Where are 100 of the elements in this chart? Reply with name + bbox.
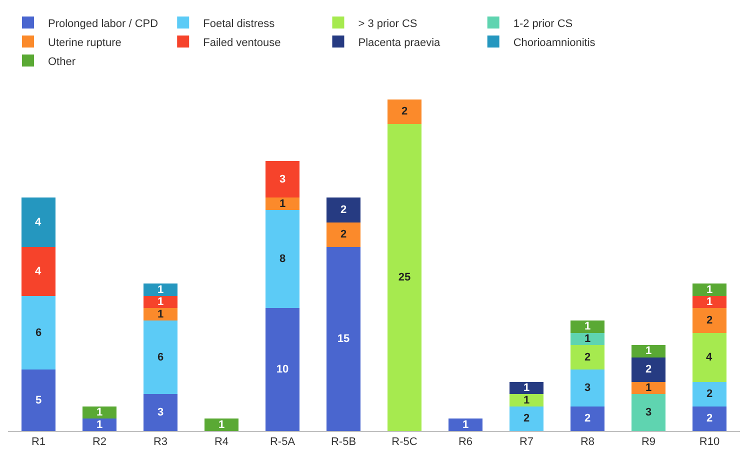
legend-label: Prolonged labor / CPD: [48, 18, 158, 30]
bar: [22, 370, 56, 431]
bar: [82, 418, 116, 431]
bar: [632, 382, 666, 394]
x-tick-label: R9: [641, 436, 656, 448]
bar: [510, 406, 544, 431]
bar: [570, 332, 604, 346]
data-label: 15: [337, 332, 350, 345]
data-label: 2: [706, 412, 713, 425]
bar: [632, 394, 666, 431]
data-label: 1: [645, 382, 652, 394]
data-label: 5: [35, 394, 42, 406]
data-label: 3: [279, 173, 286, 186]
data-label: 1: [218, 418, 225, 431]
data-label: 1: [523, 382, 530, 394]
data-label: 1: [584, 320, 591, 333]
bar: [144, 296, 178, 308]
data-label: 3: [157, 406, 164, 419]
bar: [510, 394, 544, 406]
legend-label: Other: [48, 56, 76, 68]
bar: [692, 332, 726, 382]
bar: [144, 308, 178, 320]
data-label: 1: [523, 394, 530, 406]
data-label: 1: [157, 308, 164, 320]
bar: [570, 370, 604, 406]
x-tick-label: R4: [214, 436, 229, 448]
bar: [204, 418, 238, 431]
data-label: 25: [398, 272, 411, 284]
data-label: 1: [706, 296, 713, 308]
data-label: 1: [279, 198, 286, 210]
legend-label: Foetal distress: [203, 18, 276, 30]
x-tick-label: R-5C: [392, 436, 418, 448]
bar: [144, 284, 178, 296]
legend-label: Uterine rupture: [48, 36, 122, 49]
legend-label: Chorioamnionitis: [513, 36, 596, 49]
data-label: 6: [157, 351, 164, 364]
bar: [22, 246, 56, 296]
data-label: 4: [706, 351, 714, 364]
bar: [266, 308, 300, 431]
data-label: 2: [340, 204, 347, 216]
data-label: 4: [35, 216, 42, 228]
data-label: 2: [706, 314, 713, 326]
data-label: 2: [523, 412, 530, 425]
data-label: 2: [706, 388, 713, 400]
x-tick-label: R8: [580, 436, 595, 448]
bar: [22, 198, 56, 247]
bar: [570, 345, 604, 370]
data-label: 1: [584, 332, 591, 345]
data-label: 3: [645, 406, 652, 419]
data-label: 2: [645, 364, 652, 376]
legend-label: Placenta praevia: [358, 36, 442, 49]
bar: [692, 284, 726, 296]
bar: [632, 357, 666, 382]
data-label: 2: [401, 106, 408, 118]
data-label: 3: [584, 382, 591, 394]
data-label: 8: [279, 253, 286, 266]
legend-label: Failed ventouse: [203, 36, 281, 49]
bar: [144, 320, 178, 394]
bar: [326, 198, 360, 222]
x-tick-label: R7: [519, 436, 534, 448]
bar: [510, 382, 544, 394]
x-tick-label: R6: [458, 436, 473, 448]
data-label: 1: [706, 284, 713, 296]
bar: [82, 406, 116, 419]
x-tick-label: R-5A: [270, 436, 296, 448]
bar: [632, 345, 666, 358]
bar: [692, 308, 726, 333]
data-label: 1: [96, 406, 103, 419]
data-label: 6: [35, 326, 42, 339]
bar: [388, 124, 422, 431]
bar: [388, 99, 422, 124]
x-tick-label: R3: [153, 436, 168, 448]
bar: [326, 246, 360, 431]
data-label: 1: [96, 418, 103, 431]
bar: [692, 296, 726, 308]
bar: [266, 198, 300, 210]
bar: [144, 394, 178, 431]
x-tick-label: R10: [699, 436, 720, 448]
bar: [692, 406, 726, 431]
data-label: 1: [645, 345, 652, 358]
x-tick-label: R2: [92, 436, 107, 448]
bar: [692, 382, 726, 406]
data-label: 2: [340, 228, 347, 241]
data-label: 2: [584, 351, 591, 364]
legend-label: > 3 prior CS: [358, 18, 418, 30]
data-label: 1: [157, 284, 164, 296]
bar: [266, 210, 300, 308]
x-tick-label: R1: [31, 436, 46, 448]
data-label: 10: [276, 364, 289, 376]
bar: [326, 222, 360, 247]
data-label: 1: [157, 296, 164, 308]
legend-label: 1-2 prior CS: [513, 18, 573, 30]
bar: [22, 296, 56, 370]
bar: [570, 320, 604, 333]
bar: [448, 418, 482, 431]
data-label: 4: [35, 265, 42, 278]
bar: [266, 160, 300, 198]
data-label: 1: [462, 418, 469, 431]
bar: [570, 406, 604, 431]
data-label: 2: [584, 412, 591, 425]
